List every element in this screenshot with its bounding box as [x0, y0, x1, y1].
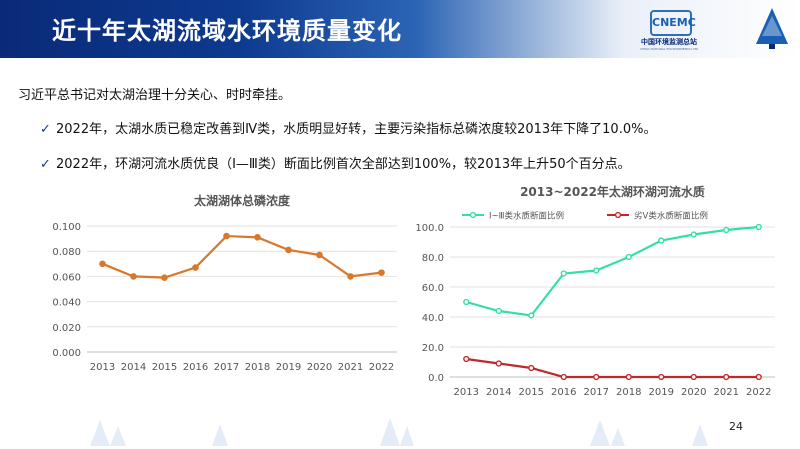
- legend-marker: [469, 211, 477, 219]
- checkmark-icon: ✓: [40, 122, 51, 137]
- data-point: [723, 226, 730, 234]
- y-tick-label: 0.100: [52, 222, 81, 233]
- data-point: [690, 231, 697, 238]
- x-tick-label: 2017: [584, 387, 609, 398]
- chart-title: 太湖湖体总磷浓度: [194, 193, 291, 208]
- series-line: [466, 357, 759, 379]
- x-tick-label: 2021: [714, 387, 739, 398]
- bullet-item: ✓ 2022年，环湖河流水质优良（Ⅰ—Ⅲ类）断面比例首次全部达到100%，较201…: [40, 153, 631, 172]
- x-tick-label: 2018: [245, 362, 270, 373]
- data-point: [223, 232, 230, 240]
- data-point: [192, 264, 199, 271]
- x-tick-label: 2015: [152, 362, 177, 373]
- data-point: [528, 364, 535, 372]
- legend-label: Ⅰ~Ⅲ类水质断面比例: [489, 211, 564, 222]
- data-point: [560, 270, 567, 277]
- y-tick-label: 0.080: [52, 247, 81, 258]
- y-tick-label: 80.0: [422, 253, 444, 264]
- data-point: [755, 373, 762, 381]
- data-point: [658, 237, 665, 244]
- y-tick-label: 100.0: [415, 223, 444, 234]
- river-quality-chart: 2013~2022年太湖环湖河流水质 0.0 20.0 40.0 60.0 80.0 100…: [415, 184, 775, 398]
- data-point: [658, 373, 665, 381]
- y-tick-label: 0.000: [52, 348, 81, 359]
- x-tick-label: 2013: [454, 387, 479, 398]
- x-tick-label: 2022: [746, 387, 771, 398]
- phosphorus-chart: 太湖湖体总磷浓度 0.000 0.020 0.040 0.060 0.080 0.100 20…: [52, 193, 397, 373]
- data-point: [495, 360, 502, 367]
- series-line: [102, 234, 382, 279]
- chart-title: 2013~2022年太湖环湖河流水质: [520, 184, 705, 199]
- x-tick-label: 2022: [369, 362, 394, 373]
- y-tick-label: 0.060: [52, 272, 81, 283]
- cnemc-name-en: CHINA NATIONAL ENVIRONMENTAL MONITORING …: [640, 47, 698, 51]
- data-point: [130, 273, 137, 280]
- x-tick-label: 2014: [121, 362, 146, 373]
- intro-text: 习近平总书记对太湖治理十分关心、时时牵挂。: [18, 88, 292, 103]
- data-point: [463, 298, 470, 306]
- y-tick-label: 0.020: [52, 323, 81, 334]
- data-point: [463, 355, 470, 363]
- data-point: [593, 267, 600, 274]
- data-point: [285, 246, 292, 254]
- y-tick-label: 20.0: [422, 343, 444, 354]
- data-point: [625, 373, 632, 381]
- y-tick-label: 0.040: [52, 298, 81, 309]
- y-tick-label: 60.0: [422, 283, 444, 294]
- data-point: [625, 253, 632, 261]
- tree-decoration-icon: [90, 418, 708, 446]
- data-point: [378, 269, 385, 276]
- x-tick-label: 2016: [551, 387, 576, 398]
- page-number: 24: [729, 420, 743, 433]
- bullet-item: ✓ 2022年，太湖水质已稳定改善到Ⅳ类，水质明显好转，主要污染指标总磷浓度较20…: [40, 118, 656, 137]
- data-point: [161, 274, 168, 281]
- data-point: [254, 234, 261, 241]
- y-tick-label: 0.0: [428, 373, 444, 384]
- y-tick-label: 40.0: [422, 313, 444, 324]
- x-tick-label: 2013: [90, 362, 115, 373]
- cnemc-name: 中国环境监测总站: [641, 38, 697, 46]
- bullet-text: 2022年，太湖水质已稳定改善到Ⅳ类，水质明显好转，主要污染指标总磷浓度较201…: [56, 122, 657, 137]
- data-point: [316, 251, 323, 259]
- x-tick-label: 2020: [307, 362, 332, 373]
- x-tick-label: 2017: [214, 362, 239, 373]
- data-point: [755, 223, 762, 231]
- data-point: [690, 373, 697, 381]
- x-tick-label: 2019: [276, 362, 301, 373]
- data-point: [495, 307, 502, 315]
- x-tick-label: 2019: [649, 387, 674, 398]
- data-point: [99, 260, 106, 268]
- data-point: [528, 312, 535, 319]
- header-bar: 近十年太湖流域水环境质量变化 CNEMC 中国环境监测总站 CHINA NATI…: [0, 0, 800, 58]
- x-tick-label: 2020: [681, 387, 706, 398]
- cnemc-logo: CNEMC 中国环境监测总站 CHINA NATIONAL ENVIRONMEN…: [640, 6, 698, 52]
- x-tick-label: 2014: [486, 387, 511, 398]
- legend-label: 劣Ⅴ类水质断面比例: [634, 211, 708, 222]
- x-tick-label: 2018: [616, 387, 641, 398]
- x-tick-label: 2021: [338, 362, 363, 373]
- data-point: [593, 373, 600, 381]
- x-tick-label: 2015: [519, 387, 544, 398]
- bullet-text: 2022年，环湖河流水质优良（Ⅰ—Ⅲ类）断面比例首次全部达到100%，较2013…: [56, 157, 631, 172]
- data-point: [560, 373, 567, 381]
- data-point: [723, 373, 730, 381]
- legend-marker: [614, 211, 622, 219]
- checkmark-icon: ✓: [40, 157, 51, 172]
- page-title: 近十年太湖流域水环境质量变化: [52, 17, 402, 45]
- series-line: [465, 225, 759, 317]
- x-tick-label: 2016: [183, 362, 208, 373]
- cnemc-emblem: CNEMC: [650, 10, 696, 36]
- data-point: [347, 273, 354, 280]
- tree-logo-icon: [756, 8, 788, 49]
